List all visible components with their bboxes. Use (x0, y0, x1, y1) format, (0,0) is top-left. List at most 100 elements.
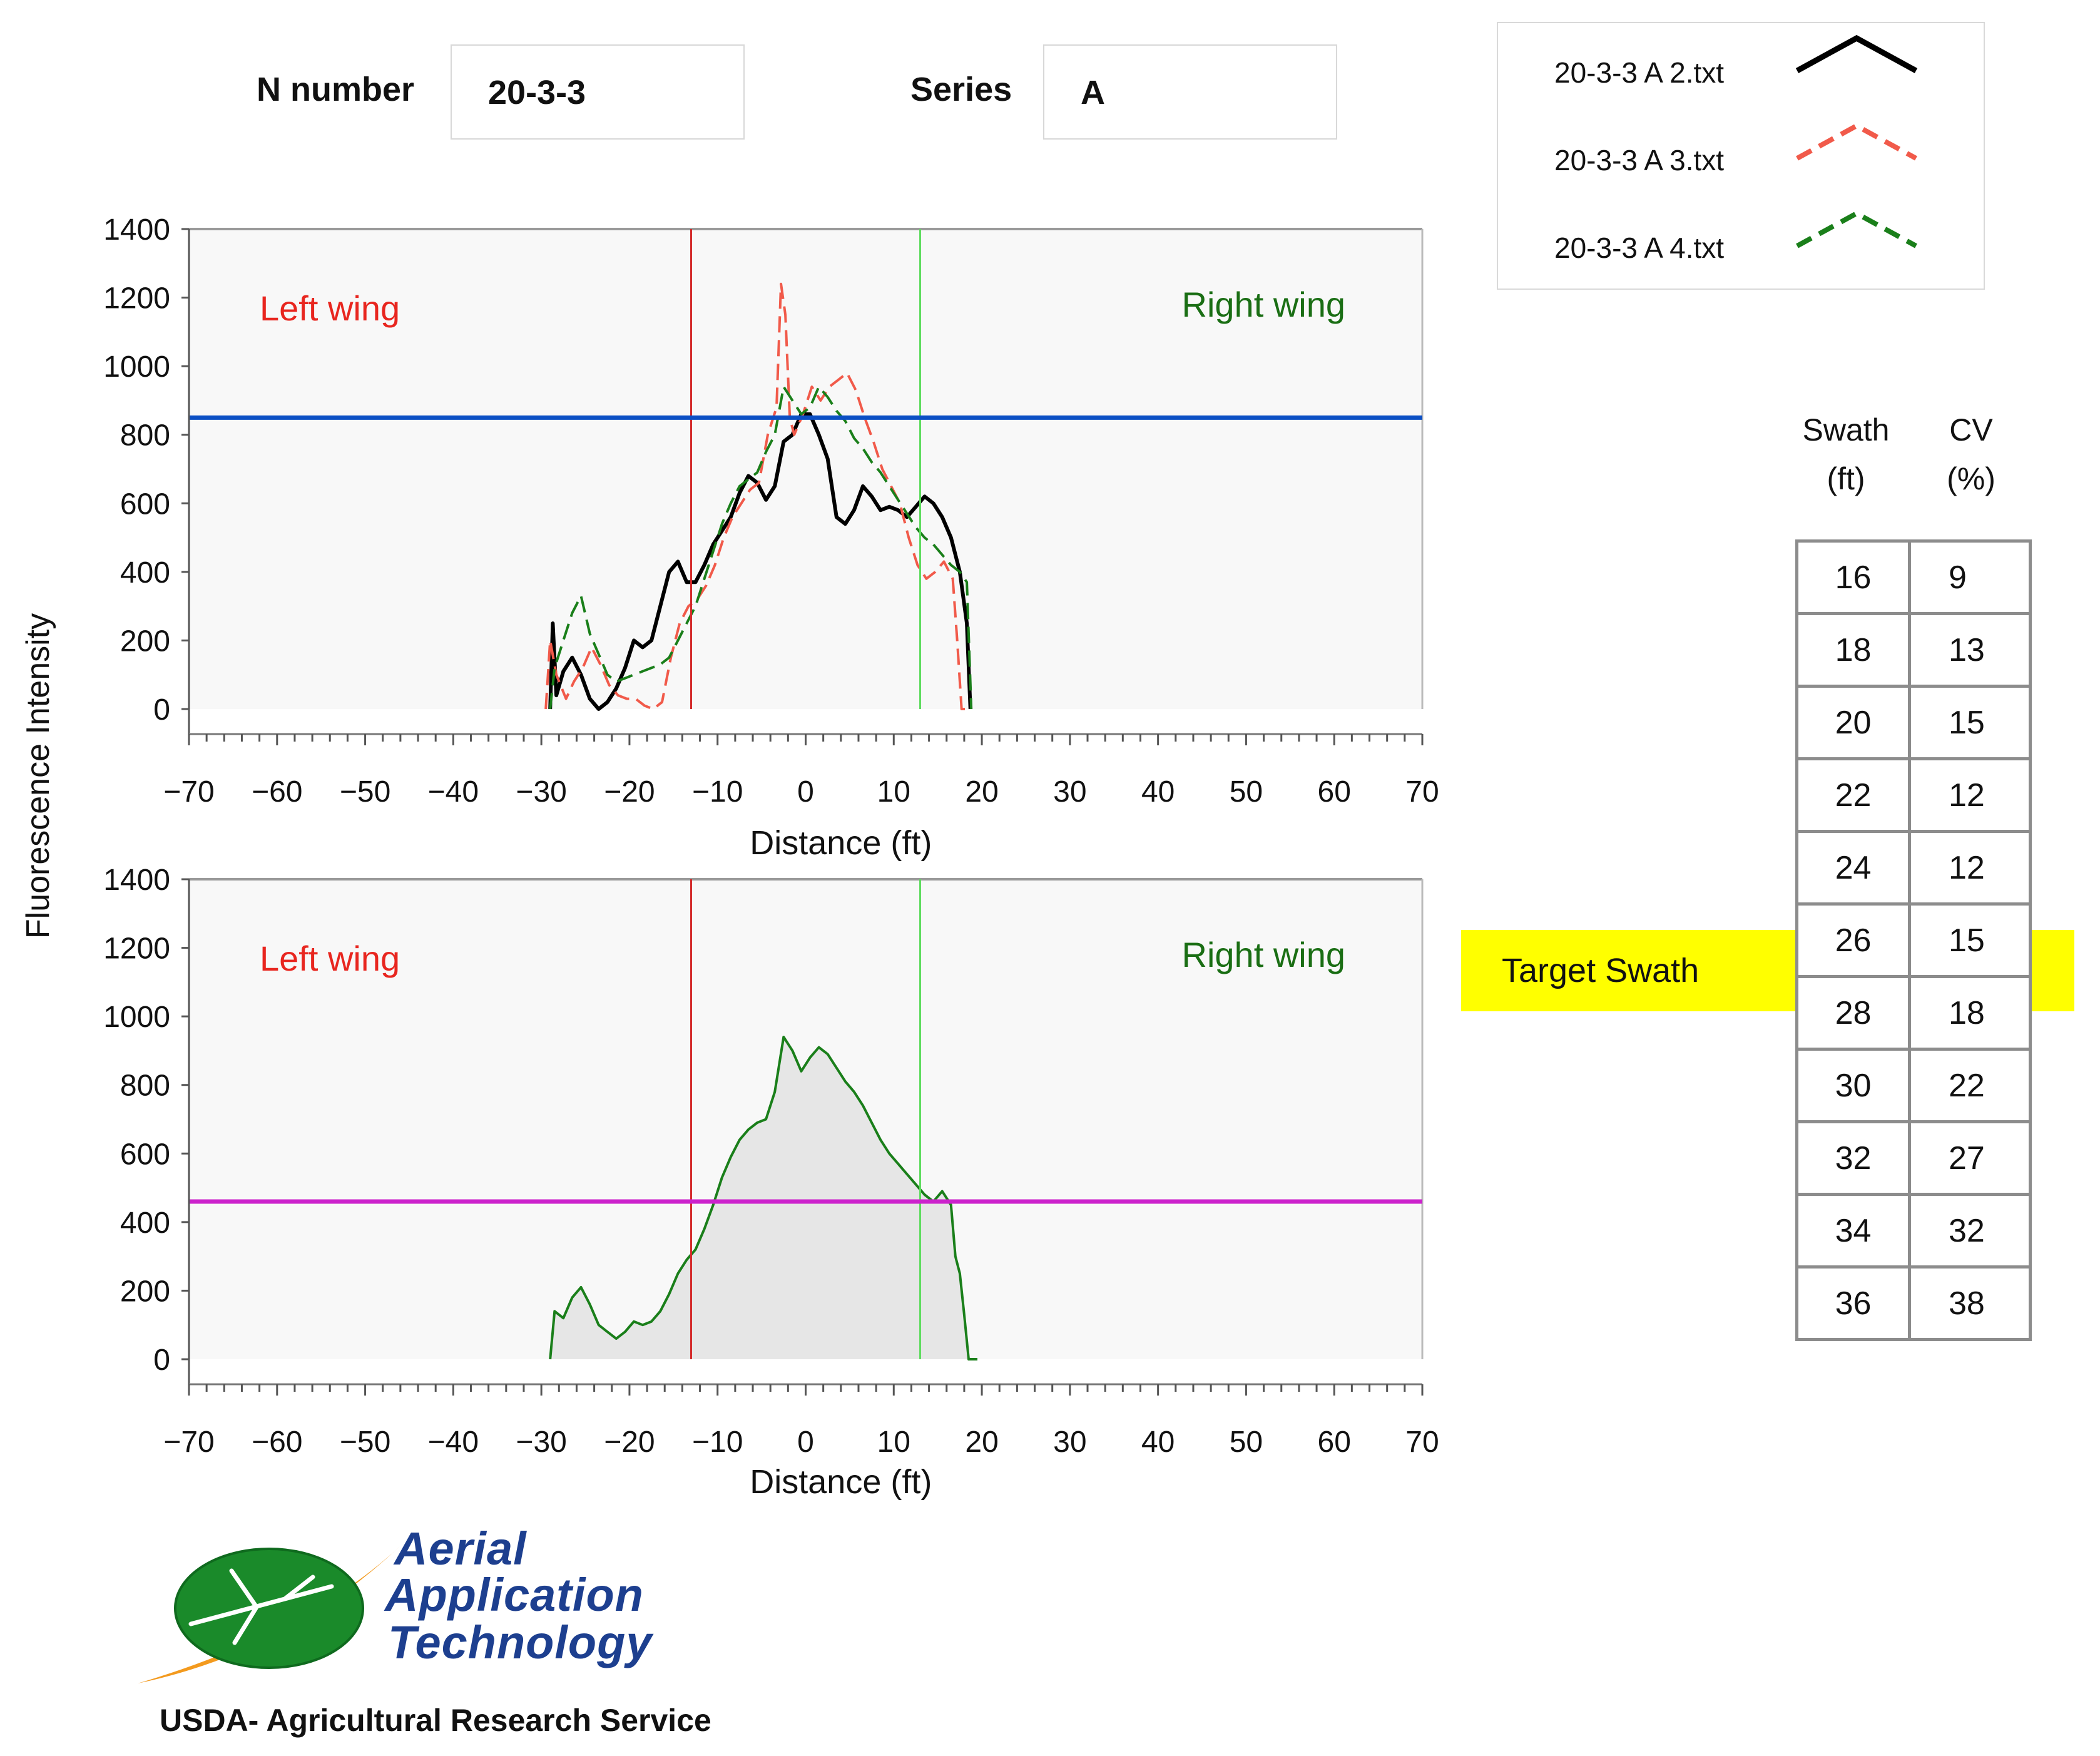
org-name: USDA- Agricultural Research Service (160, 1703, 711, 1738)
legend-swatches (1795, 34, 1918, 248)
x-tick-label: −30 (516, 1426, 566, 1459)
cv-cell: 9 (1908, 539, 2032, 615)
y-tick-label: 200 (120, 625, 170, 658)
cv-cell: 12 (1908, 830, 2032, 906)
y-tick-label: 1200 (103, 282, 170, 315)
x-tick-label: −30 (516, 775, 566, 809)
logo-text-application: Application (385, 1569, 644, 1621)
swath-cell: 20 (1795, 685, 1911, 760)
swath-header-line1: Swath (1802, 412, 1890, 447)
swath-cell: 22 (1795, 757, 1911, 833)
right-wing-annotation: Right wing (1182, 285, 1345, 324)
x-tick-label: −10 (692, 775, 743, 809)
cv-cell: 38 (1908, 1265, 2032, 1341)
x-tick-label: 50 (1230, 1426, 1263, 1459)
x-axis-title: Distance (ft) (750, 824, 932, 862)
cv-cell: 12 (1908, 757, 2032, 833)
table-row: 30 22 (1795, 1048, 2032, 1123)
left-wing-annotation: Left wing (260, 939, 400, 978)
y-tick-label: 0 (153, 693, 170, 727)
target-highlight-right (2032, 930, 2074, 1011)
table-row: 22 12 (1795, 757, 2032, 833)
swath-cell: 16 (1795, 539, 1911, 615)
x-tick-label: 30 (1053, 775, 1086, 809)
cv-header-line1: CV (1949, 412, 1993, 447)
swath-cv-table: 16 9 18 13 20 15 22 12 24 12 26 15 28 18 30 22 32 27 34 32 3… (1795, 539, 2032, 1341)
charts-canvas: Fluorescence Intensity −70 −60 −50 −40 −30 −2… (20, 213, 1439, 1501)
y-tick-label: 600 (120, 1138, 170, 1171)
x-tick-label: −50 (340, 775, 390, 809)
swath-cell: 26 (1795, 902, 1911, 978)
swath-cell: 32 (1795, 1120, 1911, 1196)
y-tick-label: 1400 (103, 864, 170, 897)
cv-cell: 13 (1908, 612, 2032, 688)
cv-cell: 18 (1908, 975, 2032, 1051)
swath-cell: 36 (1795, 1265, 1911, 1341)
table-row: 26 15 (1795, 902, 2032, 978)
aat-logo: Aerial Application Technology (125, 1523, 652, 1705)
legend-swatch-1 (1795, 34, 1918, 73)
series-line-2 (544, 282, 971, 710)
swath-cell: 34 (1795, 1193, 1911, 1269)
cv-cell: 15 (1908, 685, 2032, 760)
x-tick-label: −60 (252, 1426, 302, 1459)
logo-text-aerial: Aerial (394, 1523, 527, 1575)
cv-cell: 32 (1908, 1193, 2032, 1269)
series-line-3 (549, 385, 973, 710)
x-tick-label: 30 (1053, 1426, 1086, 1459)
cv-header-line2: (%) (1947, 461, 1996, 496)
legend-swatch-2 (1796, 123, 1917, 161)
x-tick-label: 50 (1230, 775, 1263, 809)
chart-top: −70 −60 −50 −40 −30 −20 −10 0 10 20 30 40 50 60 70 0 200… (103, 213, 1439, 862)
table-row: 34 32 (1795, 1193, 2032, 1269)
legend-label-2: 20-3-3 A 3.txt (1554, 144, 1725, 176)
plot-area (189, 229, 1422, 709)
y-tick-label: 800 (120, 1069, 170, 1103)
right-wing-annotation: Right wing (1182, 935, 1345, 974)
logo-text-technology: Technology (388, 1616, 653, 1668)
legend-label-1: 20-3-3 A 2.txt (1554, 56, 1725, 89)
x-tick-label: 40 (1141, 1426, 1175, 1459)
cv-cell: 22 (1908, 1048, 2032, 1123)
x-tick-label: 60 (1318, 1426, 1351, 1459)
table-row: 32 27 (1795, 1120, 2032, 1196)
n-number-field: 20-3-3 (451, 44, 745, 140)
x-tick-label: −20 (604, 775, 655, 809)
swath-cell: 28 (1795, 975, 1911, 1051)
y-tick-label: 800 (120, 419, 170, 452)
swath-cell: 30 (1795, 1048, 1911, 1123)
x-tick-label: −50 (340, 1426, 390, 1459)
y-tick-label: 1400 (103, 213, 170, 247)
x-tick-label: −10 (692, 1426, 743, 1459)
cv-cell: 15 (1908, 902, 2032, 978)
series-area-fill (550, 1037, 977, 1359)
y-tick-label: 400 (120, 1207, 170, 1240)
left-wing-annotation: Left wing (260, 288, 400, 328)
x-tick-label: 20 (965, 1426, 998, 1459)
x-tick-label: −70 (163, 1426, 214, 1459)
n-number-label: N number (257, 71, 415, 108)
y-tick-label: 1000 (103, 350, 170, 384)
legend-swatch-3 (1796, 210, 1917, 248)
legend: 20-3-3 A 2.txt 20-3-3 A 3.txt 20-3-3 A 4… (1497, 22, 1985, 290)
legend-label-3: 20-3-3 A 4.txt (1554, 232, 1725, 264)
swath-cell: 18 (1795, 612, 1911, 688)
cv-cell: 27 (1908, 1120, 2032, 1196)
x-tick-label: 0 (797, 1426, 814, 1459)
table-row: 16 9 (1795, 539, 2032, 615)
table-row: 24 12 (1795, 830, 2032, 906)
table-row: 36 38 (1795, 1265, 2032, 1341)
x-tick-label: −60 (252, 775, 302, 809)
y-tick-label: 1000 (103, 1001, 170, 1034)
x-tick-label: −40 (428, 775, 479, 809)
x-tick-label: −40 (428, 1426, 479, 1459)
x-tick-label: 70 (1405, 775, 1439, 809)
y-axis-title: Fluorescence Intensity (20, 613, 56, 939)
x-tick-label: −70 (163, 775, 214, 809)
swath-cell: 24 (1795, 830, 1911, 906)
logo-emblem (138, 1546, 400, 1683)
table-row: 20 15 (1795, 685, 2032, 760)
x-tick-label: 60 (1318, 775, 1351, 809)
y-tick-label: 400 (120, 556, 170, 590)
x-tick-label: 20 (965, 775, 998, 809)
